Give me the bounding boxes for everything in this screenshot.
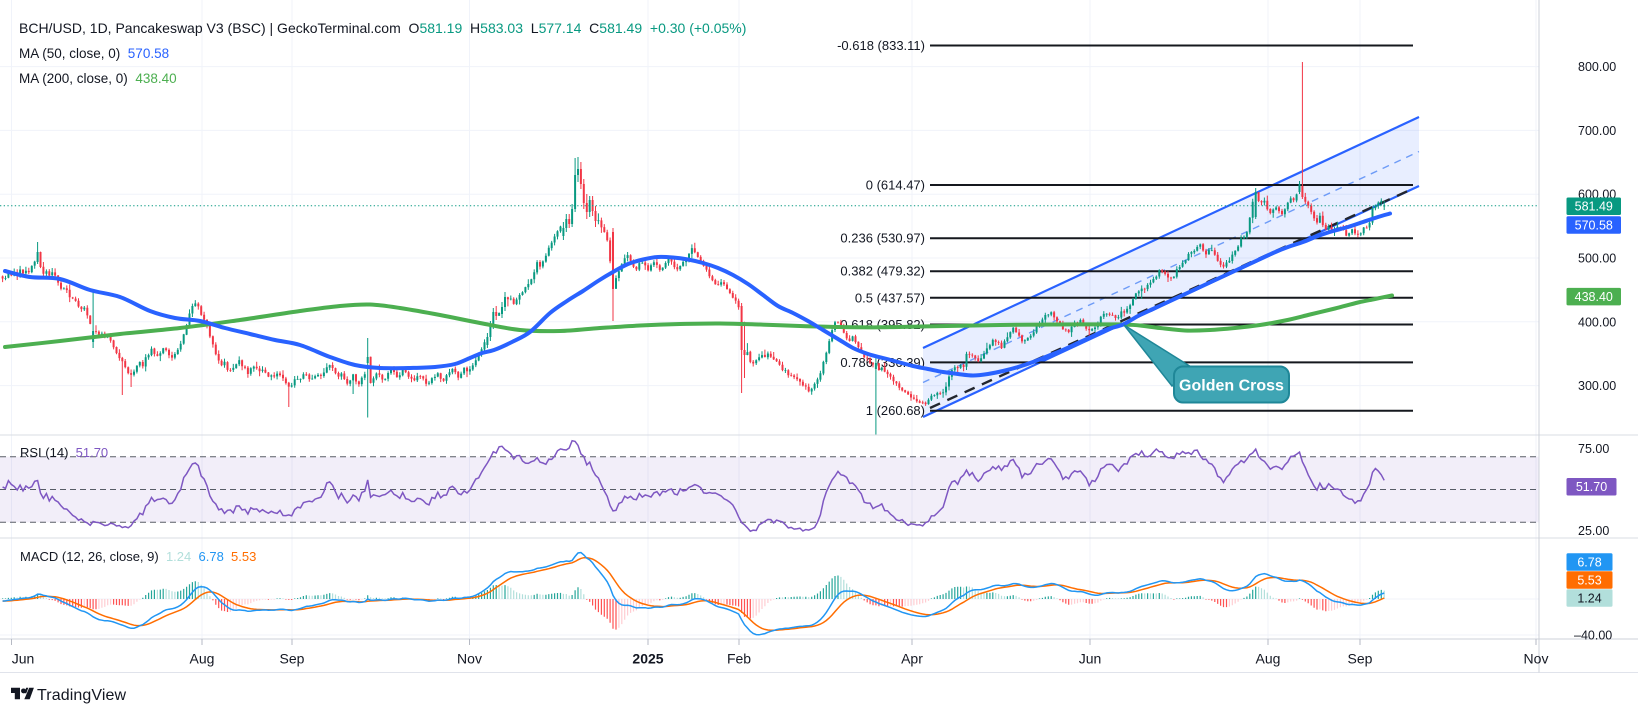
svg-text:6.78: 6.78 — [1577, 555, 1601, 569]
svg-text:1.24: 1.24 — [1577, 591, 1601, 605]
svg-text:700.00: 700.00 — [1578, 124, 1616, 138]
svg-text:MA (200, close, 0) 438.40: MA (200, close, 0) 438.40 — [19, 71, 177, 86]
svg-text:MACD (12, 26, close, 9) 1.24: MACD (12, 26, close, 9) 1.24 6.78 5.53 — [20, 549, 256, 564]
svg-text:Apr: Apr — [901, 651, 923, 667]
svg-text:Nov: Nov — [1524, 651, 1549, 667]
svg-text:800.00: 800.00 — [1578, 60, 1616, 74]
svg-text:0.786 (336.39): 0.786 (336.39) — [840, 355, 925, 370]
svg-text:75.00: 75.00 — [1578, 442, 1609, 456]
svg-text:TradingView: TradingView — [37, 687, 126, 704]
svg-text:Aug: Aug — [190, 651, 215, 667]
svg-text:MA (50, close, 0) 570.58: MA (50, close, 0) 570.58 — [19, 46, 169, 61]
svg-text:570.58: 570.58 — [1575, 218, 1613, 232]
svg-text:Sep: Sep — [1348, 651, 1373, 667]
svg-text:500.00: 500.00 — [1578, 252, 1616, 266]
svg-text:Golden Cross: Golden Cross — [1179, 378, 1284, 395]
svg-text:25.00: 25.00 — [1578, 524, 1609, 538]
svg-text:1 (260.68): 1 (260.68) — [866, 403, 925, 418]
svg-text:51.70: 51.70 — [1576, 480, 1607, 494]
svg-text:2025: 2025 — [632, 651, 663, 667]
svg-text:-0.618 (833.11): -0.618 (833.11) — [837, 38, 925, 53]
svg-text:–40.00: –40.00 — [1574, 629, 1612, 643]
svg-text:0.618 (395.82): 0.618 (395.82) — [840, 317, 925, 332]
svg-text:5.53: 5.53 — [1577, 573, 1601, 587]
svg-text:Feb: Feb — [727, 651, 751, 667]
svg-text:400.00: 400.00 — [1578, 315, 1616, 329]
svg-text:0.5 (437.57): 0.5 (437.57) — [855, 290, 925, 305]
svg-text:0 (614.47): 0 (614.47) — [866, 178, 925, 193]
svg-text:Sep: Sep — [280, 651, 305, 667]
svg-text:Jun: Jun — [1079, 651, 1102, 667]
svg-text:0.382 (479.32): 0.382 (479.32) — [840, 264, 925, 279]
svg-text:Nov: Nov — [457, 651, 482, 667]
svg-text:0.236 (530.97): 0.236 (530.97) — [840, 231, 925, 246]
svg-text:581.49: 581.49 — [1575, 200, 1613, 214]
svg-text:Aug: Aug — [1256, 651, 1281, 667]
svg-text:438.40: 438.40 — [1575, 290, 1613, 304]
svg-text:BCH/USD, 1D, Pancakeswap V3 (B: BCH/USD, 1D, Pancakeswap V3 (BSC) | Geck… — [19, 20, 746, 36]
svg-text:RSI (14) 51.70: RSI (14) 51.70 — [20, 445, 108, 460]
svg-text:300.00: 300.00 — [1578, 379, 1616, 393]
svg-text:Jun: Jun — [12, 651, 35, 667]
